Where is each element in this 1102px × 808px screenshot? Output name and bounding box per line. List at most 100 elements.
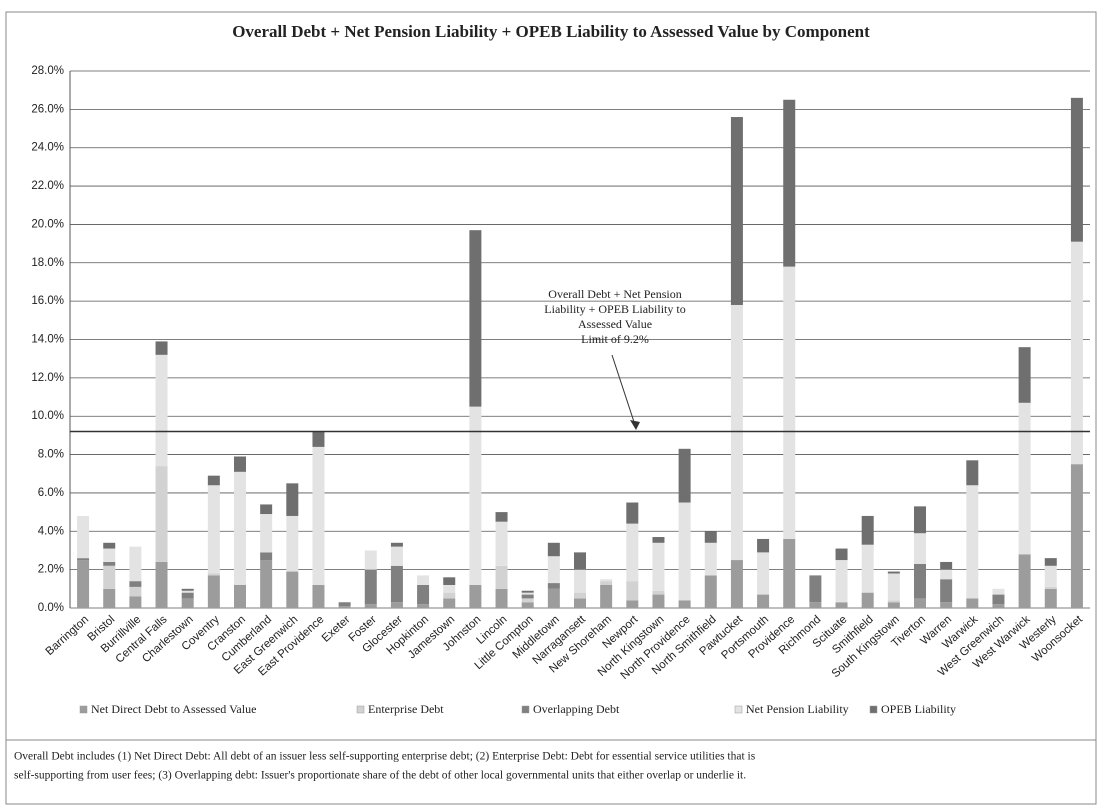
bar-segment [652,594,665,608]
bar-segment [940,602,953,608]
bar-segment [835,602,848,608]
bar-segment [234,456,246,472]
bar-segment [600,581,613,585]
bar-segment [129,596,142,608]
bar-segment [757,552,770,595]
bar-segment [103,561,116,566]
bar-segment [861,592,874,608]
bar-segment [390,602,403,608]
bar-segment [992,594,1005,605]
bar-segment [286,515,299,572]
bar-segment [704,542,717,576]
bar-segment [626,581,639,601]
bar-segment [757,594,770,608]
bar-segment [730,560,743,608]
bar-segment [678,502,691,601]
bar-segment [547,588,560,608]
bar-segment [521,598,534,603]
bar-segment [443,592,456,599]
bar-segment [207,485,220,574]
bar-segment [260,560,273,608]
bar-segment [940,561,953,570]
annotation: Limit of 9.2% [581,332,649,346]
bar-segment [1044,565,1057,587]
bar-segment [626,523,639,582]
bar-segment [966,460,979,486]
bar-segment [443,577,456,585]
bar-segment [469,406,482,585]
bar-segment [155,354,168,467]
bar-segment [181,592,194,599]
bar-segment [155,561,168,608]
bar-segment [155,466,168,562]
bar-segment [286,483,299,516]
bar-segment [417,604,430,608]
bar-segment [364,569,377,605]
bar-segment [574,569,586,593]
bar-segment [835,560,848,603]
bar-segment [652,590,665,595]
bar-segment [521,592,534,595]
bar-segment [260,514,273,553]
x-tick-label: Exeter [320,613,353,644]
annotation: Overall Debt + Net Pension [548,287,681,301]
bar-segment [887,600,900,603]
bar-segment [286,571,299,608]
bar-segment [914,533,926,564]
bar-segment [207,575,220,608]
annotation-arrow [611,354,637,429]
arrow-head [630,420,640,430]
bar-segment [783,99,796,267]
legend-label: Overlapping Debt [533,702,620,716]
chart-title: Overall Debt + Net Pension Liability + O… [232,22,870,41]
bar-segment [730,304,743,561]
footnote: Overall Debt includes (1) Net Direct Deb… [14,751,756,763]
bar-segment [940,579,953,603]
bar-segment [181,588,194,591]
bar-segment [312,584,325,608]
bar-segment [521,590,534,593]
bar-segment [600,584,613,608]
legend-label: Enterprise Debt [368,702,444,716]
bar-segment [495,521,508,566]
bar-segment [704,531,717,543]
y-tick-label: 18.0% [31,257,64,269]
bar-segment [129,586,142,597]
legend-swatch [869,705,878,714]
bar-segment [443,584,456,593]
bar-segment [495,512,508,522]
bar-segment [652,537,665,543]
bar-segment [652,542,665,591]
bar-segment [992,588,1005,595]
bar-segment [1044,586,1057,589]
x-tick-label: Barrington [44,614,91,658]
bar-segment [887,602,900,608]
bar-segment [495,565,508,589]
bar-segment [364,550,377,570]
legend-swatch [521,705,530,714]
bar-segment [390,546,403,566]
bar-segment [181,598,194,608]
bar-segment [260,504,273,515]
bar-segment [1018,347,1031,403]
bar-segment [992,604,1005,608]
bar-segment [966,485,979,599]
bar-segment [77,558,90,561]
bar-segment [234,584,246,608]
bar-segment [547,542,560,557]
y-tick-label: 14.0% [31,334,64,346]
bar-segment [887,573,900,601]
bar-segment [234,471,246,585]
y-tick-label: 20.0% [31,218,64,230]
y-tick-label: 16.0% [31,295,64,307]
y-tick-label: 6.0% [38,487,64,499]
legend-swatch [734,705,743,714]
bar-segment [574,552,586,570]
bar-segment [1070,97,1083,242]
y-tick-label: 0.0% [38,602,64,614]
bar-segment [600,579,613,582]
y-tick-label: 26.0% [31,103,64,115]
legend-swatch [79,705,88,714]
y-tick-label: 4.0% [38,525,64,537]
